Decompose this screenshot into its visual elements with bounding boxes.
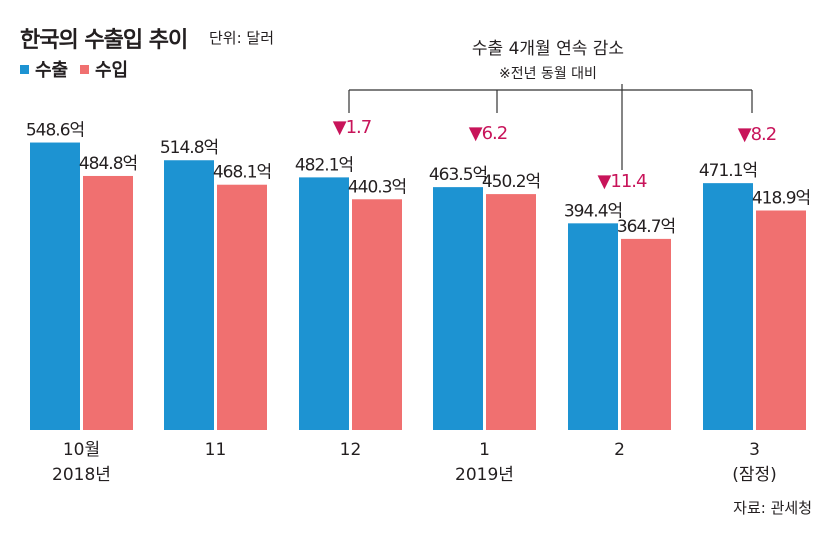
bar-export xyxy=(164,160,214,430)
x-tick-label: 1 xyxy=(479,440,490,460)
decline-label: ▼8.2 xyxy=(738,124,776,145)
chart-title: 한국의 수출입 추이 xyxy=(20,28,188,53)
x-tick-label: 3 xyxy=(749,440,760,460)
data-label-export: 548.6억 xyxy=(26,121,84,141)
decline-label: ▼1.7 xyxy=(333,117,371,138)
bar-export xyxy=(30,142,80,430)
data-label-export: 463.5억 xyxy=(429,165,487,185)
annotation-subtitle: ※전년 동월 대비 xyxy=(499,66,597,82)
data-label-import: 418.9억 xyxy=(752,188,810,208)
bar-export xyxy=(433,187,483,430)
decline-label: ▼6.2 xyxy=(469,123,507,144)
legend-label-export: 수출 xyxy=(35,60,69,81)
bar-import xyxy=(83,175,133,430)
bar-import xyxy=(352,199,402,430)
data-label-export: 471.1억 xyxy=(699,161,757,181)
x-tick-label: 12 xyxy=(340,440,362,460)
bar-import xyxy=(217,184,267,430)
data-label-export: 394.4억 xyxy=(564,201,622,221)
x-tick-label: 11 xyxy=(205,440,227,460)
data-label-import: 484.8억 xyxy=(79,154,137,174)
legend-label-import: 수입 xyxy=(95,60,129,81)
data-label-import: 440.3억 xyxy=(348,177,406,197)
legend-item-import: 수입 xyxy=(80,56,128,82)
data-label-export: 514.8억 xyxy=(160,138,218,158)
data-label-import: 364.7억 xyxy=(617,217,675,237)
unit-label: 단위: 달러 xyxy=(209,29,275,47)
bar-import xyxy=(486,194,536,430)
legend-swatch-import xyxy=(80,64,89,74)
x-tick-sublabel: (잠정) xyxy=(732,465,777,485)
legend-item-export: 수출 xyxy=(20,56,68,82)
data-label-import: 468.1억 xyxy=(213,163,271,183)
x-tick-label: 2 xyxy=(614,440,625,460)
bar-export xyxy=(568,223,618,430)
bar-export xyxy=(703,183,753,430)
data-label-export: 482.1억 xyxy=(295,155,353,175)
x-tick-sublabel: 2018년 xyxy=(52,465,111,485)
bar-export xyxy=(299,177,349,430)
x-tick-sublabel: 2019년 xyxy=(455,465,514,485)
data-label-import: 450.2억 xyxy=(482,172,540,192)
source-note: 자료: 관세청 xyxy=(733,499,812,517)
x-tick-label: 10월 xyxy=(63,440,100,460)
legend-swatch-export xyxy=(20,64,29,74)
bar-import xyxy=(621,238,671,430)
decline-label: ▼11.4 xyxy=(598,171,647,192)
bar-import xyxy=(756,210,806,430)
annotation-title: 수출 4개월 연속 감소 xyxy=(472,39,624,59)
